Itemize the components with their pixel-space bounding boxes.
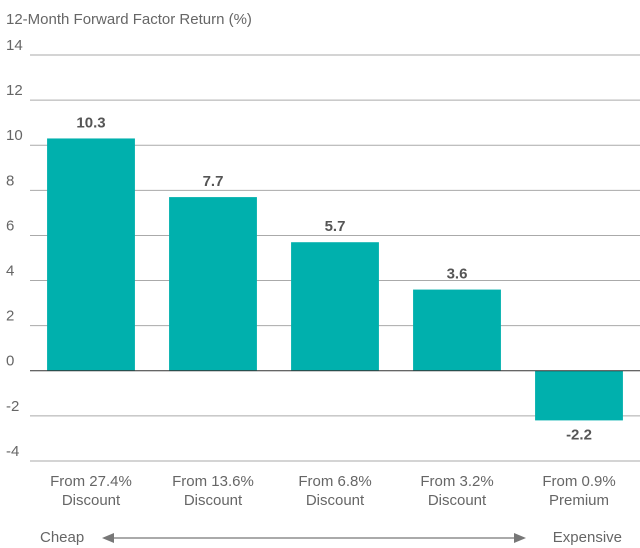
x-tick-label: From 13.6%	[172, 473, 254, 490]
annotation: Expensive	[553, 529, 622, 546]
y-tick-label: 14	[6, 37, 23, 54]
x-tick-label: Discount	[306, 492, 365, 509]
value-label: -2.2	[566, 426, 592, 443]
y-tick-label: -4	[6, 443, 19, 460]
value-label: 10.3	[76, 114, 105, 131]
value-label: 7.7	[203, 173, 224, 190]
annotation: Cheap	[40, 529, 84, 546]
y-tick-label: 4	[6, 263, 14, 280]
x-tick-label: Premium	[549, 492, 609, 509]
bar	[413, 289, 501, 371]
x-tick-label: Discount	[62, 492, 121, 509]
y-tick-label: -2	[6, 398, 19, 415]
bar	[291, 242, 379, 371]
bar	[47, 138, 135, 371]
x-tick-label: From 3.2%	[420, 473, 493, 490]
arrow-head	[514, 533, 526, 543]
y-tick-label: 2	[6, 308, 14, 325]
value-label: 3.6	[447, 266, 468, 283]
x-tick-label: From 0.9%	[542, 473, 615, 490]
y-tick-label: 12	[6, 82, 23, 99]
y-tick-label: 0	[6, 353, 14, 370]
y-tick-label: 6	[6, 217, 14, 234]
bar	[169, 197, 257, 371]
x-tick-label: Discount	[428, 492, 487, 509]
x-tick-label: From 6.8%	[298, 473, 371, 490]
value-label: 5.7	[325, 218, 346, 235]
x-tick-label: From 27.4%	[50, 473, 132, 490]
x-tick-label: Discount	[184, 492, 243, 509]
bar	[535, 370, 623, 421]
y-tick-label: 10	[6, 127, 23, 144]
y-tick-label: 8	[6, 172, 14, 189]
chart-title: 12-Month Forward Factor Return (%)	[6, 11, 252, 28]
arrow-head	[102, 533, 114, 543]
